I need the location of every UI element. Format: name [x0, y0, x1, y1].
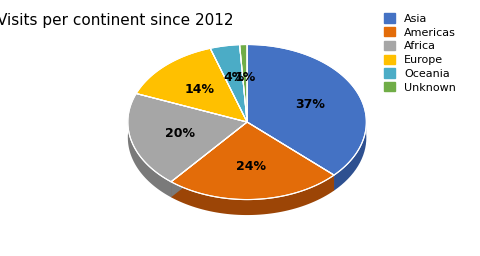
Text: 37%: 37%	[296, 98, 325, 111]
Polygon shape	[171, 122, 334, 200]
Polygon shape	[128, 93, 247, 182]
Text: 4%: 4%	[224, 71, 245, 84]
Text: 20%: 20%	[165, 127, 195, 140]
Polygon shape	[171, 122, 247, 197]
Legend: Asia, Americas, Africa, Europe, Oceania, Unknown: Asia, Americas, Africa, Europe, Oceania,…	[384, 13, 456, 93]
Polygon shape	[210, 45, 247, 122]
Polygon shape	[171, 175, 334, 215]
Text: 14%: 14%	[185, 83, 215, 96]
Text: Visits per continent since 2012: Visits per continent since 2012	[0, 13, 234, 28]
Polygon shape	[334, 118, 366, 191]
Polygon shape	[247, 122, 334, 191]
Text: 24%: 24%	[237, 161, 266, 173]
Polygon shape	[240, 45, 247, 122]
Polygon shape	[171, 122, 247, 197]
Polygon shape	[136, 48, 247, 122]
Polygon shape	[247, 122, 334, 191]
Polygon shape	[247, 45, 366, 175]
Polygon shape	[128, 117, 171, 197]
Text: 1%: 1%	[234, 71, 255, 84]
